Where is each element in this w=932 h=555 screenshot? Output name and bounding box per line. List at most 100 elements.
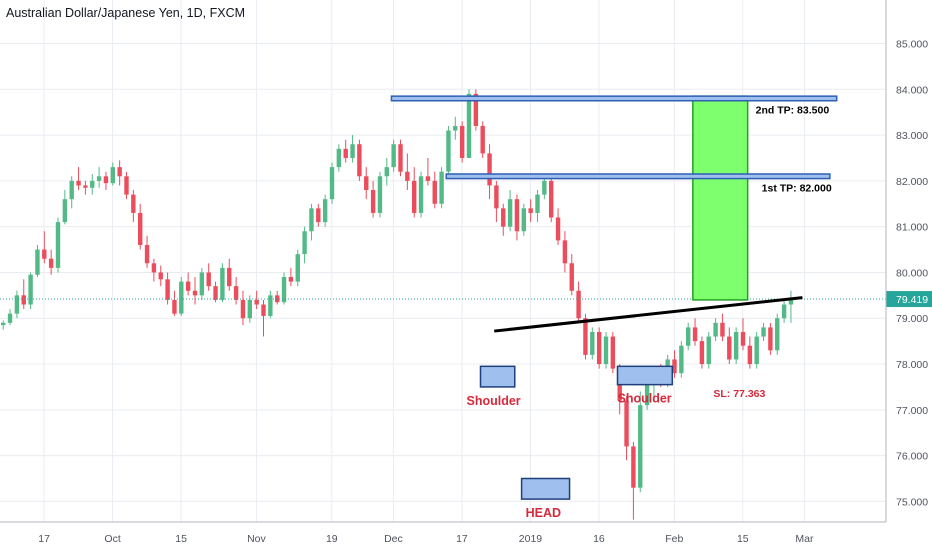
- candle-body: [692, 327, 698, 342]
- candle-body: [151, 263, 157, 273]
- candle-body: [275, 295, 280, 303]
- candle-body: [788, 299, 794, 305]
- last-price-badge: [886, 291, 932, 308]
- candle-body: [781, 304, 787, 319]
- sl-label: SL: 77.363: [713, 388, 765, 400]
- x-tick-label: Oct: [104, 533, 120, 545]
- x-tick-label: Nov: [247, 533, 266, 545]
- neckline: [494, 296, 803, 333]
- candle-body: [754, 336, 759, 365]
- y-tick-label: 85.000: [896, 39, 928, 51]
- chart-title: Australian Dollar/Japanese Yen, 1D, FXCM: [6, 6, 246, 20]
- candle-body: [713, 322, 718, 337]
- candle-body: [432, 180, 437, 204]
- x-tick-label: Mar: [795, 533, 814, 545]
- shoulder-left-label: Shoulder: [467, 394, 521, 408]
- candle-body: [398, 144, 403, 172]
- candle-body: [596, 331, 602, 365]
- candle-body: [233, 286, 239, 300]
- candle-body: [720, 322, 725, 337]
- candle-body: [42, 249, 47, 259]
- x-tick-label: 17: [456, 533, 468, 545]
- candle-body: [542, 180, 547, 195]
- candle-body: [316, 208, 321, 223]
- candle-body: [555, 217, 561, 241]
- candle-body: [384, 167, 389, 177]
- y-tick-label: 82.000: [896, 176, 928, 188]
- candle-body: [21, 295, 26, 305]
- candle-body: [48, 258, 54, 268]
- candle-body: [549, 180, 554, 218]
- candle-body: [69, 180, 74, 200]
- candle-body: [494, 185, 499, 209]
- candle-body: [206, 272, 211, 287]
- candle-body: [110, 167, 115, 184]
- candle-body: [240, 299, 246, 319]
- candle-body: [364, 176, 369, 191]
- candle-body: [583, 318, 588, 355]
- candle-body: [535, 194, 540, 213]
- candle-body: [569, 263, 574, 291]
- candle-body: [740, 331, 746, 346]
- candle-body: [391, 144, 396, 168]
- x-tick-label: 19: [326, 533, 338, 545]
- candle-body: [302, 231, 307, 255]
- y-tick-label: 78.000: [896, 359, 928, 371]
- candle-body: [336, 148, 342, 168]
- y-tick-label: 80.000: [896, 267, 928, 279]
- candle-body: [14, 295, 20, 314]
- candle-body: [138, 212, 143, 245]
- candle-body: [131, 194, 136, 213]
- candle-body: [439, 171, 444, 204]
- last-price-label: 79.419: [896, 294, 928, 306]
- x-tick-label: 15: [175, 533, 187, 545]
- candle-body: [343, 148, 348, 158]
- grid: [0, 0, 886, 522]
- candle-body: [446, 130, 451, 172]
- tp2-label: 2nd TP: 83.500: [756, 105, 830, 117]
- candle-body: [412, 180, 417, 213]
- candle-body: [514, 199, 520, 232]
- candle-body: [117, 167, 122, 177]
- y-tick-label: 84.000: [896, 84, 928, 96]
- candle-body: [309, 208, 314, 232]
- candle-body: [261, 304, 266, 316]
- candle-body: [453, 125, 458, 131]
- candle-body: [425, 176, 431, 181]
- target-box: [692, 95, 749, 301]
- candle-body: [1, 322, 6, 326]
- candle-body: [521, 208, 526, 232]
- candle-body: [90, 180, 95, 188]
- candle-body: [288, 277, 294, 282]
- candle-body: [727, 336, 732, 360]
- y-tick-label: 79.000: [896, 313, 928, 325]
- candle-body: [768, 327, 773, 351]
- candle-body: [631, 446, 636, 488]
- tp2-zone: [390, 95, 838, 102]
- candle-body: [686, 327, 691, 346]
- shoulder-left-box: [479, 365, 516, 388]
- candle-body: [706, 336, 711, 365]
- candle-body: [35, 249, 40, 275]
- candle-body: [610, 336, 616, 369]
- candle-body: [761, 327, 766, 337]
- x-tick-label: 15: [737, 533, 749, 545]
- candle-body: [747, 345, 753, 365]
- candle-body: [213, 286, 218, 300]
- candle-body: [124, 176, 129, 195]
- y-tick-label: 77.000: [896, 405, 928, 417]
- shoulder-right-box: [616, 365, 674, 386]
- candle-body: [329, 167, 335, 200]
- candle-body: [528, 208, 533, 213]
- x-tick-label: 16: [593, 533, 605, 545]
- candle-body: [158, 272, 163, 280]
- candle-body: [199, 272, 205, 296]
- candle-body: [638, 405, 643, 488]
- candle-body: [28, 274, 33, 305]
- candle-body: [96, 176, 102, 181]
- candle-body: [603, 336, 609, 365]
- candle-body: [405, 171, 410, 181]
- tp1-zone: [445, 173, 831, 180]
- y-tick-label: 76.000: [896, 451, 928, 463]
